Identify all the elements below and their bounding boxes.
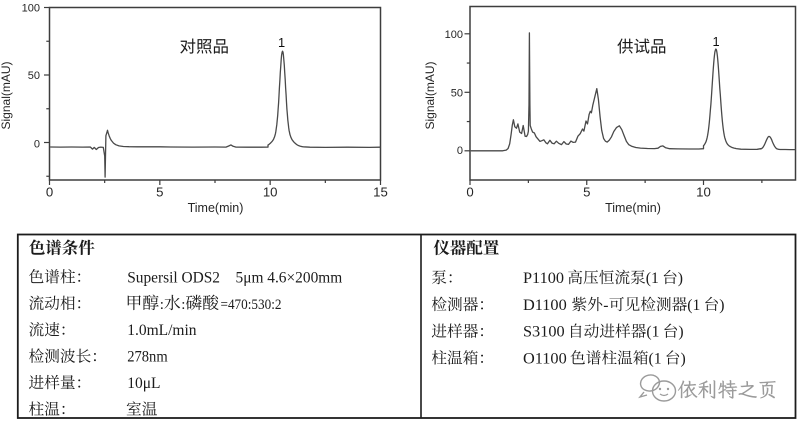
svg-text:5: 5	[156, 184, 163, 199]
svg-text:15: 15	[373, 184, 388, 199]
svg-text:100: 100	[445, 29, 463, 41]
svg-text:50: 50	[28, 70, 40, 82]
svg-text:O1100: O1100	[523, 348, 567, 367]
svg-text:): )	[678, 270, 683, 287]
svg-text:Supersil ODS2: Supersil ODS2	[127, 269, 220, 286]
svg-text:0: 0	[457, 145, 463, 157]
svg-text:50: 50	[451, 87, 463, 99]
svg-text:10μL: 10μL	[127, 375, 160, 392]
svg-text:P1100: P1100	[523, 268, 564, 287]
svg-text:Signal(mAU): Signal(mAU)	[0, 61, 13, 129]
svg-text:(1: (1	[646, 324, 659, 341]
svg-text:D1100: D1100	[523, 295, 567, 314]
svg-text:S3100: S3100	[523, 322, 565, 341]
svg-text:100: 100	[22, 2, 40, 14]
svg-text:Time(min): Time(min)	[605, 201, 661, 215]
svg-text:0: 0	[46, 184, 53, 199]
svg-text:): )	[719, 297, 724, 314]
svg-text:(1: (1	[649, 350, 662, 367]
svg-text:5μm 4.6×200mm: 5μm 4.6×200mm	[236, 269, 343, 286]
svg-text:0: 0	[466, 184, 473, 199]
svg-text:5: 5	[583, 184, 590, 199]
svg-text:1.0mL/min: 1.0mL/min	[127, 322, 197, 339]
svg-text:(1: (1	[687, 297, 700, 314]
svg-text::: :	[181, 297, 185, 313]
svg-text:0: 0	[34, 138, 40, 150]
svg-text:1: 1	[278, 35, 285, 50]
svg-text::: :	[160, 297, 164, 313]
svg-text:=470:530:2: =470:530:2	[221, 296, 282, 313]
svg-text:Signal(mAU): Signal(mAU)	[423, 61, 437, 129]
svg-text:(1: (1	[646, 270, 659, 287]
svg-text:): )	[681, 350, 686, 367]
svg-text:Time(min): Time(min)	[188, 201, 244, 215]
svg-text:10: 10	[696, 184, 711, 199]
svg-text:10: 10	[263, 184, 278, 199]
svg-text:): )	[678, 324, 683, 341]
svg-text:278nm: 278nm	[127, 349, 168, 366]
svg-text:1: 1	[712, 34, 719, 49]
svg-text:-: -	[603, 297, 608, 314]
